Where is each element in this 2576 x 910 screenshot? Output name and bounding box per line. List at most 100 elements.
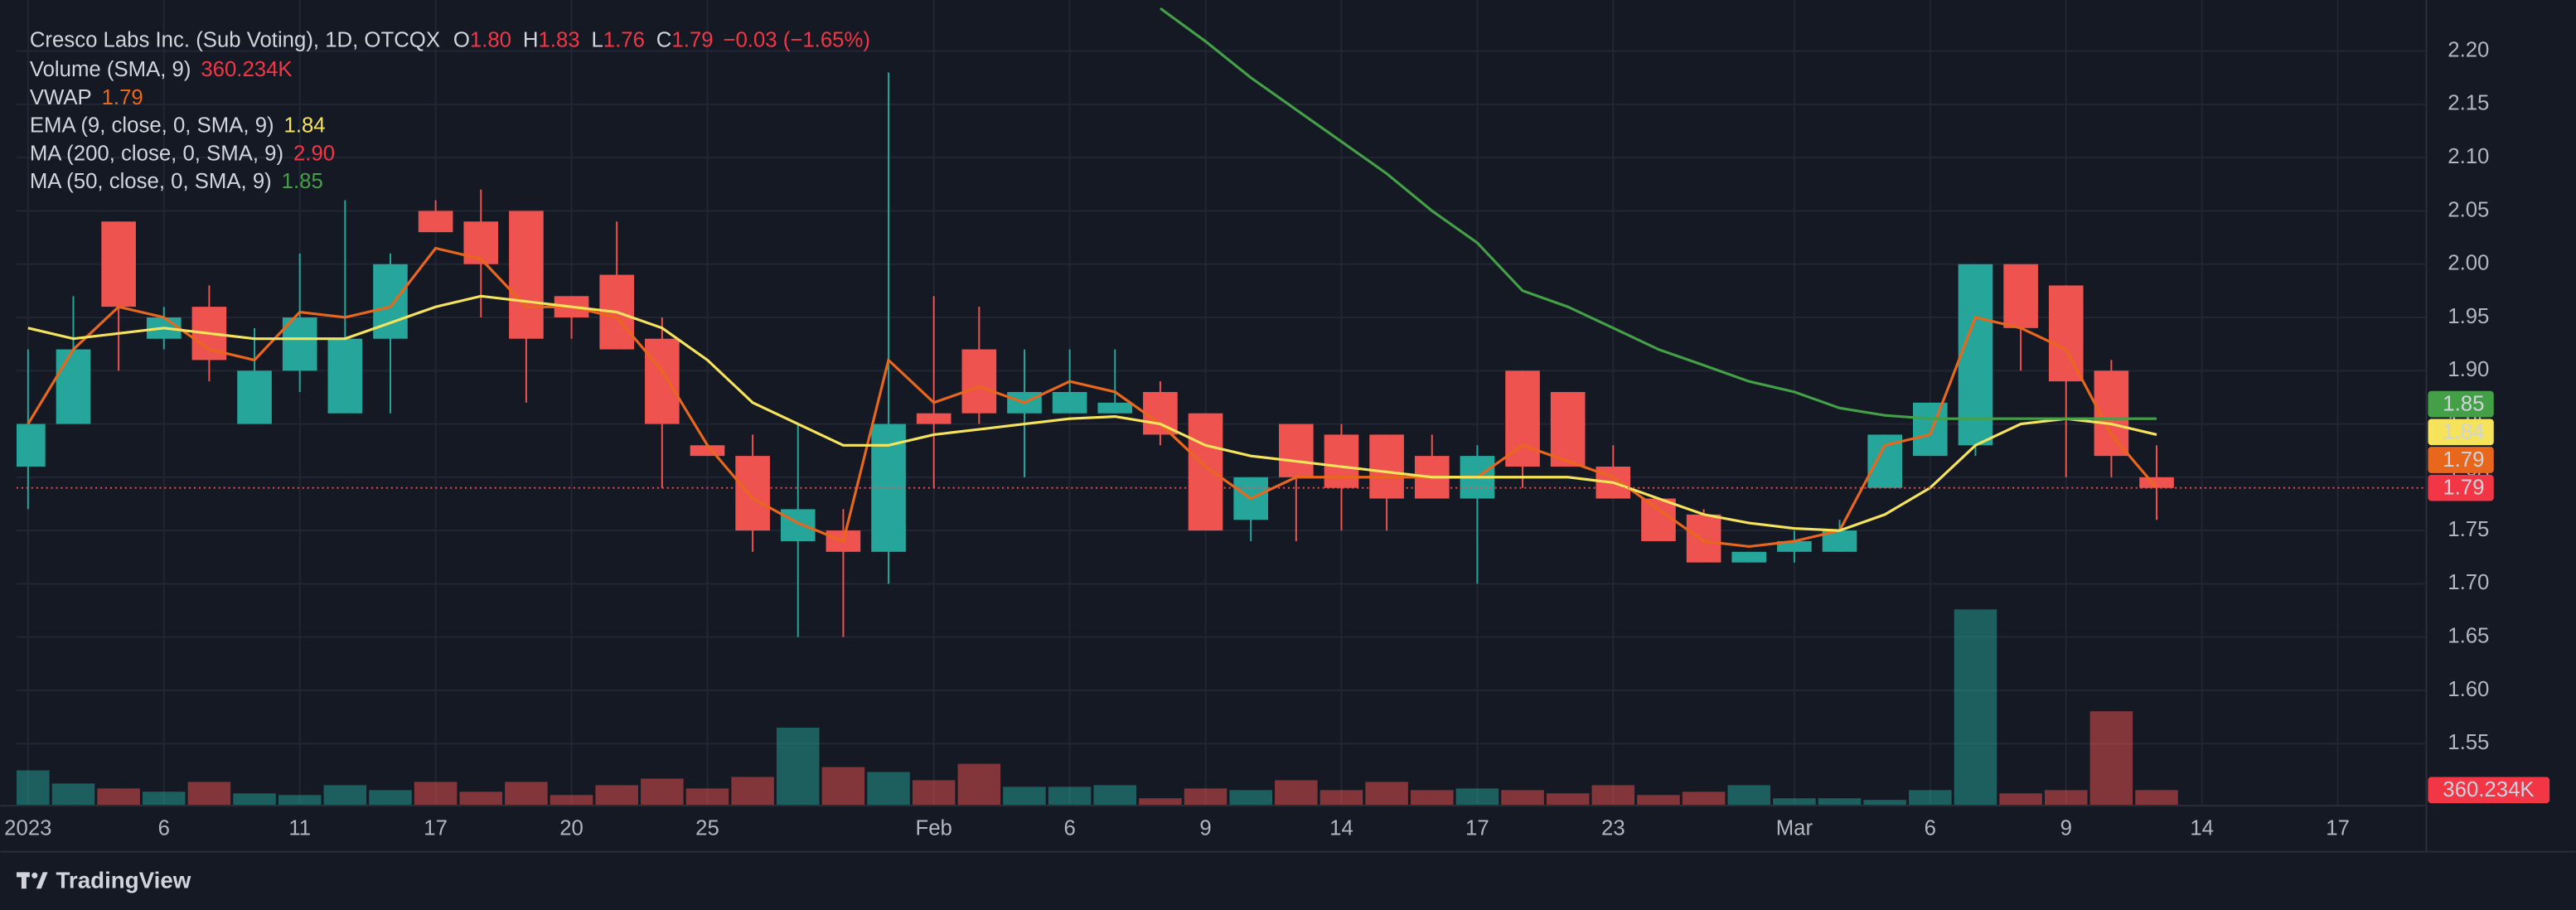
- candle-body: [1731, 551, 1767, 563]
- legend-value: 1.85: [282, 170, 323, 193]
- volume-bar: [414, 782, 458, 806]
- price-badges: 1.79 1.79 1.84 1.85 360.234K: [2428, 390, 2550, 804]
- volume-bar: [1093, 785, 1137, 806]
- y-tick-label: 2.15: [2448, 92, 2489, 115]
- x-tick-label: 25: [695, 817, 719, 840]
- volume-bar: [2135, 790, 2178, 806]
- indicator-line: [27, 294, 2157, 532]
- candle-body: [735, 456, 770, 531]
- volume-bar: [369, 790, 412, 806]
- candle-body: [282, 317, 317, 371]
- logo-shape: [21, 872, 27, 889]
- candle-body: [237, 370, 272, 424]
- candle-body: [2048, 285, 2084, 382]
- candle-body: [1777, 540, 1812, 552]
- brand-logo: TradingView: [16, 868, 191, 893]
- legend-value: 1.84: [284, 114, 326, 137]
- x-tick-label: 14: [1329, 817, 1353, 840]
- x-tick-label: 6: [1063, 817, 1075, 840]
- change: −0.03 (−1.65%): [723, 28, 870, 51]
- volume-bar: [776, 728, 820, 806]
- plot-area: [16, 7, 2427, 806]
- legend-item: MA (200, close, 0, SMA, 9) 2.90: [30, 142, 335, 165]
- ohlc-label: H: [523, 28, 539, 51]
- candle-body: [327, 338, 363, 414]
- legend-item: VWAP 1.79: [30, 86, 143, 109]
- legend-value: 2.90: [293, 142, 335, 165]
- ohlc-value: 1.80: [470, 28, 511, 51]
- candle-body: [1550, 391, 1586, 467]
- volume-bar: [1727, 785, 1771, 806]
- volume-bar: [1818, 798, 1862, 806]
- price-badge: [2428, 474, 2494, 501]
- y-tick-label: 2.00: [2448, 252, 2489, 275]
- y-tick-label: 1.75: [2448, 518, 2489, 541]
- candle-body: [101, 221, 136, 307]
- candle-body: [1143, 391, 1178, 435]
- candle-body: [1369, 434, 1404, 499]
- x-tick-label: 20: [559, 817, 583, 840]
- volume-bar: [2089, 711, 2133, 806]
- volume-bar: [1501, 790, 1544, 806]
- x-tick-label: 6: [158, 817, 170, 840]
- x-tick-label: 9: [1199, 817, 1211, 840]
- price-badge-label: 1.79: [2443, 448, 2484, 472]
- legend-name: MA (200, close, 0, SMA, 9): [30, 142, 283, 165]
- volume-bar: [1591, 785, 1635, 806]
- volume-bar: [459, 791, 503, 806]
- price-badge: [2428, 419, 2494, 446]
- legend-name: MA (50, close, 0, SMA, 9): [30, 170, 272, 193]
- legend-item: EMA (9, close, 0, SMA, 9) 1.84: [30, 114, 326, 137]
- volume-bar: [1365, 782, 1408, 806]
- volume-bar: [1319, 790, 1363, 806]
- candle-body: [690, 445, 725, 457]
- y-tick-label: 2.10: [2448, 145, 2489, 168]
- volume-bar: [867, 772, 910, 806]
- volume-bar: [51, 783, 95, 806]
- candle-body: [1913, 402, 1948, 457]
- legend-item: Volume (SMA, 9) 360.234K: [30, 58, 293, 81]
- y-tick-label: 1.95: [2448, 305, 2489, 328]
- volume-bar: [1275, 780, 1318, 806]
- volume-bar: [821, 767, 865, 806]
- y-tick-label: 2.05: [2448, 198, 2489, 221]
- legend-value: 1.79: [102, 86, 143, 109]
- volume-bar: [731, 777, 774, 806]
- volume-bar: [685, 788, 729, 806]
- x-tick-label: 11: [288, 817, 311, 840]
- price-badge: [2428, 447, 2494, 473]
- volume-bar: [957, 763, 1001, 806]
- ohlc-value: 1.79: [671, 28, 713, 51]
- candle-body: [1641, 498, 1676, 541]
- x-tick-label: 6: [1925, 817, 1936, 840]
- ohlc-label: L: [591, 28, 603, 51]
- ohlc-value: 1.76: [603, 28, 645, 51]
- chart-title: Cresco Labs Inc. (Sub Voting), 1D, OTCQX: [30, 28, 440, 51]
- volume-bar: [1682, 791, 1726, 806]
- volume-bar: [1139, 798, 1182, 806]
- x-tick-label: 17: [2326, 817, 2350, 840]
- volume-bar: [1184, 788, 1227, 806]
- indicator-line: [1160, 7, 2157, 420]
- volume-bar: [1863, 800, 1906, 806]
- price-badge-label: 1.85: [2443, 392, 2484, 415]
- x-tick-label: Mar: [1776, 817, 1813, 840]
- volume-bar: [1637, 795, 1680, 806]
- legend: Cresco Labs Inc. (Sub Voting), 1D, OTCQX…: [30, 28, 870, 192]
- volume-bar: [1003, 787, 1046, 806]
- volume-bar: [143, 791, 186, 806]
- x-tick-label: Feb: [916, 817, 952, 840]
- legend-name: Volume (SMA, 9): [30, 58, 191, 81]
- candle-body: [418, 211, 453, 233]
- y-tick-label: 1.55: [2448, 731, 2489, 754]
- candle-body: [961, 349, 997, 414]
- volume-bar: [1773, 798, 1816, 806]
- volume-bar: [2044, 790, 2088, 806]
- volume-bar: [323, 785, 367, 806]
- volume-badge: [2428, 777, 2550, 804]
- volume-bar: [1546, 793, 1590, 806]
- x-tick-label: 23: [1601, 817, 1625, 840]
- candle-body: [1097, 402, 1133, 414]
